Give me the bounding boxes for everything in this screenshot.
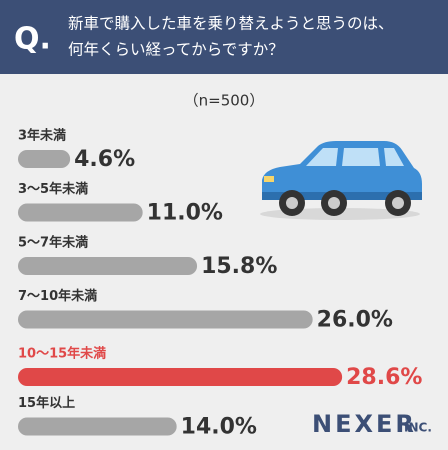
car-illustration [260, 141, 422, 220]
category-label: 15年以上 [18, 395, 75, 411]
title: 何年くらい経ってからですか？ [68, 41, 284, 59]
value-label: 26.0% [317, 308, 393, 333]
bar [18, 310, 313, 329]
subtitle: （n=500） [184, 92, 265, 110]
brand-name: NEXER [312, 410, 417, 438]
bar [18, 368, 343, 386]
brand-suffix: INC. [404, 421, 432, 435]
title: 新車で購入した車を乗り替えようと思うのは、 [68, 15, 394, 33]
bar [18, 203, 143, 222]
value-label: 11.0% [147, 201, 223, 226]
category-label: 10～15年未満 [18, 346, 106, 362]
q-label: Q. [14, 22, 51, 57]
category-label: 5～7年未満 [18, 235, 88, 251]
value-label: 28.6% [346, 365, 422, 390]
value-label: 14.0% [181, 415, 257, 440]
header [0, 0, 448, 74]
category-label: 3年未満 [18, 128, 66, 144]
bar [18, 150, 71, 168]
bar [18, 417, 177, 436]
category-label: 7～10年未満 [18, 288, 97, 304]
category-label: 3～5年未満 [18, 181, 88, 197]
bar [18, 257, 198, 275]
value-label: 4.6% [74, 147, 135, 172]
value-label: 15.8% [201, 254, 277, 279]
